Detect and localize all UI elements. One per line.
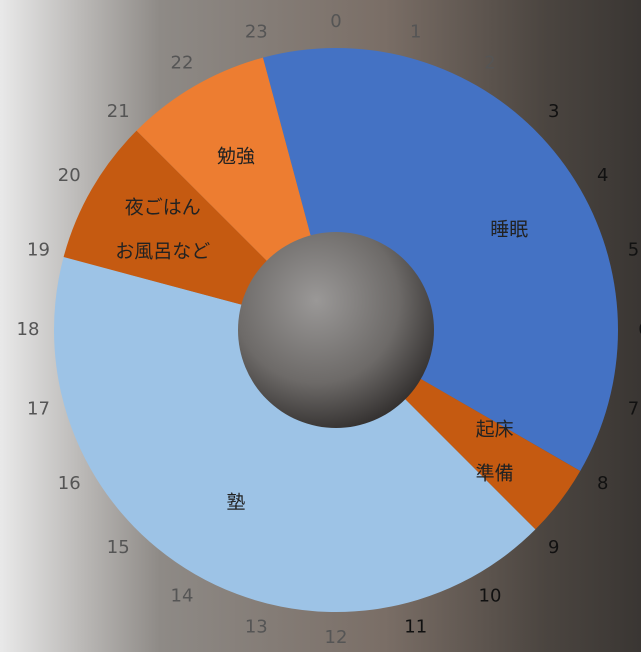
hour-label: 15	[107, 537, 130, 558]
hour-label: 6	[638, 319, 641, 340]
hour-label: 21	[107, 101, 130, 122]
hour-label: 5	[628, 239, 639, 260]
slice-label: 睡眠	[490, 219, 528, 241]
hour-label: 18	[17, 319, 40, 340]
slice-label: 起床	[476, 418, 514, 440]
slice-label: 勉強	[217, 145, 255, 167]
slice-label: 準備	[476, 462, 514, 484]
hour-label: 20	[58, 165, 81, 186]
slice-label: 塾	[226, 492, 245, 514]
hour-label: 4	[597, 165, 608, 186]
hour-label: 17	[27, 399, 50, 420]
hour-label: 0	[330, 11, 341, 32]
hour-label: 11	[404, 617, 427, 638]
hour-label: 22	[171, 52, 194, 73]
hour-label: 13	[245, 617, 268, 638]
hour-label: 16	[58, 473, 81, 494]
donut-hole	[238, 232, 434, 428]
slice	[54, 257, 536, 612]
hour-label: 1	[410, 21, 421, 42]
hour-label: 23	[245, 21, 268, 42]
hour-label: 8	[597, 473, 608, 494]
hour-label: 19	[27, 239, 50, 260]
hour-label: 2	[484, 52, 495, 73]
slice-label: 夜ごはん	[125, 197, 201, 219]
hour-label: 3	[548, 101, 559, 122]
slice-label: お風呂など	[115, 241, 210, 263]
hour-label: 14	[171, 586, 194, 607]
hour-label: 7	[628, 399, 639, 420]
hour-label: 10	[479, 586, 502, 607]
hour-label: 9	[548, 537, 559, 558]
hour-label: 12	[325, 627, 348, 648]
